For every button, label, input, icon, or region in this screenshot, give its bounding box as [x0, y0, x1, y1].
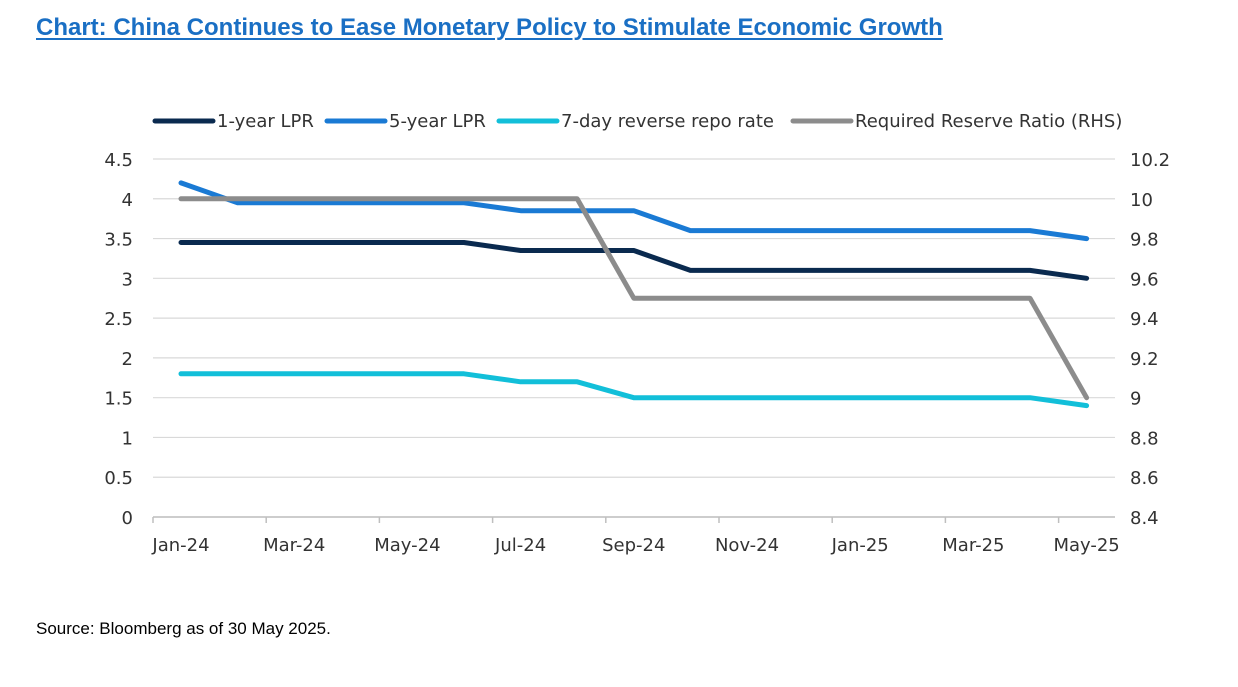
x-tick-label: Mar-25	[942, 535, 1004, 556]
x-tick-label: Jul-24	[494, 535, 546, 556]
y-left-tick-label: 1	[122, 428, 133, 449]
y-right-tick-label: 9.6	[1130, 269, 1159, 290]
series-line-7-day-reverse-repo-rate	[178, 371, 1090, 409]
x-tick-label: Mar-24	[263, 535, 325, 556]
legend-item: 1-year LPR	[152, 111, 314, 132]
y-left-tick-label: 3.5	[104, 230, 133, 251]
y-left-tick-label: 0.5	[104, 468, 133, 489]
source-note: Source: Bloomberg as of 30 May 2025.	[36, 619, 331, 638]
chart-title: Chart: China Continues to Ease Monetary …	[36, 14, 943, 41]
y-left-tick-label: 4	[122, 190, 133, 211]
legend-label: Required Reserve Ratio (RHS)	[855, 111, 1122, 132]
y-right-tick-label: 8.4	[1130, 508, 1159, 529]
y-right-tick-label: 10.2	[1130, 150, 1170, 171]
y-right-tick-label: 9.8	[1130, 230, 1159, 251]
legend-label: 1-year LPR	[217, 111, 314, 132]
y-left-tick-label: 0	[122, 508, 133, 529]
x-tick-label: Jan-25	[831, 535, 889, 556]
y-left-tick-label: 3	[122, 269, 133, 290]
y-left-tick-label: 1.5	[104, 389, 133, 410]
legend-label: 7-day reverse repo rate	[561, 111, 774, 132]
y-left-tick-label: 2	[122, 349, 133, 370]
legend-item: 5-year LPR	[324, 111, 486, 132]
x-tick-label: Jan-24	[151, 535, 209, 556]
series-line-5-year-lpr	[178, 180, 1090, 242]
legend-label: 5-year LPR	[389, 111, 486, 132]
legend: 1-year LPR 5-year LPR 7-day reverse repo r…	[152, 111, 1122, 132]
series-lines	[178, 180, 1090, 409]
x-tick-label: Nov-24	[715, 535, 779, 556]
y-left-tick-label: 4.5	[104, 150, 133, 171]
axes: 0 0.5 1 1.5 2 2.5 3 3.5 4 4.5 8.4 8.6 8.8 9 9.2 9.4 9.6 9…	[104, 150, 1170, 556]
y-right-tick-label: 10	[1130, 190, 1153, 211]
x-tick-label: May-24	[374, 535, 440, 556]
y-left-tick-label: 2.5	[104, 309, 133, 330]
x-tick-label: Sep-24	[602, 535, 665, 556]
y-right-tick-label: 9.2	[1130, 349, 1159, 370]
legend-item: Required Reserve Ratio (RHS)	[790, 111, 1122, 132]
y-right-tick-label: 8.8	[1130, 428, 1159, 449]
y-right-tick-label: 9	[1130, 389, 1141, 410]
series-line-required-reserve-ratio-rhs	[178, 196, 1090, 401]
y-right-tick-label: 9.4	[1130, 309, 1159, 330]
legend-item: 7-day reverse repo rate	[496, 111, 774, 132]
series-line-1-year-lpr	[178, 240, 1090, 281]
x-tick-label: May-25	[1053, 535, 1119, 556]
y-right-tick-label: 8.6	[1130, 468, 1159, 489]
